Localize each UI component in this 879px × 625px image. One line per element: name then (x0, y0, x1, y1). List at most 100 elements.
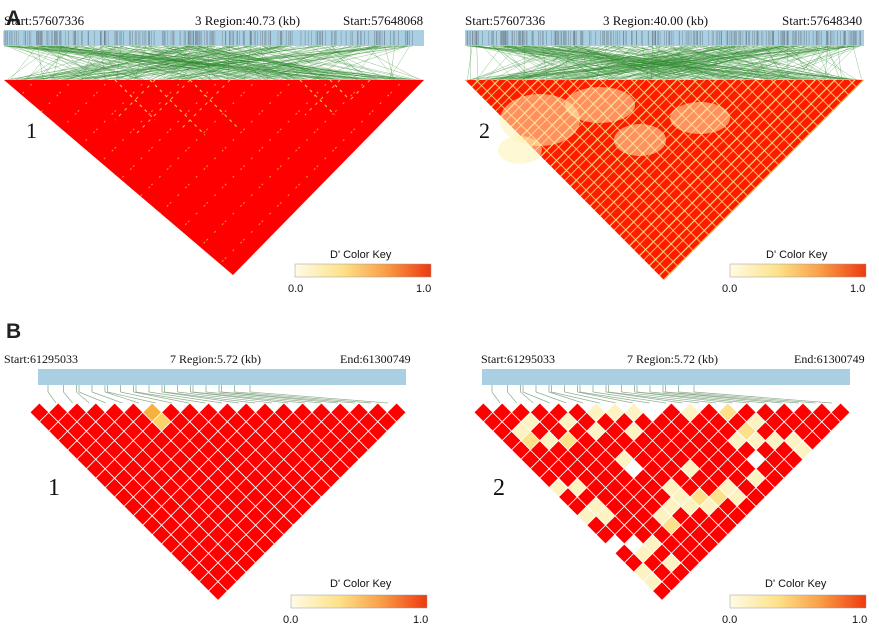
color-key-max-label: 1.0 (850, 283, 865, 295)
snp-connector (573, 45, 654, 81)
color-key: D' Color Key 0.0 1.0 (722, 249, 867, 295)
snp-connector (467, 45, 752, 81)
ld-low-region (614, 124, 666, 156)
ld-low-streak (304, 79, 341, 116)
start-label: Start:61295033 (4, 352, 78, 366)
snp-connector (634, 391, 733, 404)
snp-connector (169, 45, 190, 81)
snp-connector (657, 45, 850, 81)
end-label: End:61300749 (794, 352, 865, 366)
snp-connector (38, 45, 142, 81)
start-label: Start:57607336 (465, 13, 546, 28)
ld-cell (386, 402, 407, 423)
snp-connector (6, 45, 88, 81)
ld-cell (830, 402, 851, 423)
end-label: End:61300749 (340, 352, 411, 366)
snp-connector (488, 45, 692, 81)
snp-connector (177, 391, 272, 404)
snp-connector (476, 45, 716, 81)
snp-connector (774, 45, 845, 81)
snp-connector (699, 45, 855, 81)
snp-connector (357, 45, 420, 81)
snp-connector (537, 45, 627, 81)
color-key: D' Color Key 0.0 1.0 (288, 249, 431, 295)
ld-heatmap-grid (29, 402, 407, 601)
snp-connector (669, 45, 772, 81)
snp-connector (78, 391, 106, 404)
snp-connector (198, 45, 290, 81)
snp-connector (631, 45, 801, 81)
snp-connector (18, 45, 194, 81)
snp-connector (506, 45, 781, 81)
snp-connector (568, 45, 738, 81)
snp-connector (29, 45, 215, 81)
figure-label-b: B (6, 320, 21, 343)
snp-connector-group (47, 385, 389, 404)
snp-connector (119, 45, 247, 81)
snp-connector (104, 391, 140, 404)
snp-connector (218, 45, 383, 81)
snp-connector (270, 45, 418, 81)
snp-connector (3, 45, 376, 81)
snp-connector (773, 45, 836, 81)
snp-connector (766, 45, 856, 81)
snp-connector (192, 391, 306, 404)
snp-connector (503, 45, 560, 81)
start-label: Start:61295033 (481, 352, 555, 366)
ld-low-region (498, 136, 542, 164)
region-label: 3 Region:40.00 (kb) (603, 13, 708, 28)
snp-connector (592, 391, 667, 404)
ld-variation-lines (114, 79, 371, 136)
snp-position-track (38, 369, 406, 385)
snp-connector (183, 45, 281, 81)
ld-low-streak (114, 79, 156, 121)
snp-connector (664, 45, 847, 81)
snp-connector (573, 45, 856, 81)
color-key-title: D' Color Key (330, 578, 392, 590)
color-key-gradient (294, 263, 432, 278)
ld-heatmap-triangle (4, 80, 424, 275)
snp-connector (112, 45, 359, 81)
snp-connector (104, 45, 416, 81)
snp-connector (76, 391, 90, 404)
snp-connector (467, 45, 473, 81)
snp-connector (468, 45, 583, 81)
snp-connector (221, 391, 355, 404)
end-label: Start:57648068 (343, 13, 423, 28)
snp-connector (101, 45, 197, 81)
snp-connector (35, 45, 192, 81)
region-label: 7 Region:5.72 (kb) (627, 352, 718, 366)
snp-connector (205, 45, 380, 81)
snp-connector (7, 45, 131, 81)
ld-low-regions (498, 87, 730, 164)
snp-connector (485, 45, 517, 81)
snp-connector (491, 391, 501, 404)
snp-connector (243, 45, 252, 81)
snp-connector (234, 391, 372, 404)
snp-connector (225, 45, 267, 81)
snp-connector (852, 45, 862, 81)
panel-b2: Start:61295033 7 Region:5.72 (kb) End:61… (473, 352, 867, 625)
panel-number: 2 (479, 118, 490, 143)
ld-low-streak (299, 79, 336, 116)
snp-connector (41, 45, 307, 81)
panel-number: 1 (26, 118, 37, 143)
snp-connector (475, 45, 680, 81)
snp-connector (507, 391, 517, 404)
snp-connector (693, 391, 833, 404)
snp-connector (548, 391, 584, 404)
snp-connector (25, 45, 181, 81)
snp-connector (564, 391, 617, 404)
snp-connector (70, 45, 118, 81)
snp-connector (37, 45, 234, 81)
snp-connector (507, 45, 864, 81)
snp-connector (474, 45, 623, 81)
start-label: Start:57607336 (4, 13, 85, 28)
snp-connector-group (491, 385, 833, 404)
snp-connector (535, 391, 567, 404)
snp-connector (649, 391, 766, 404)
snp-connector (716, 45, 832, 81)
snp-connector (38, 45, 110, 81)
snp-connector (27, 45, 334, 81)
snp-connector (743, 45, 788, 81)
